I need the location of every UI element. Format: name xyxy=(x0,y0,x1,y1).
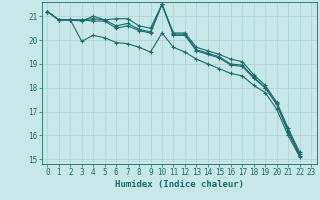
X-axis label: Humidex (Indice chaleur): Humidex (Indice chaleur) xyxy=(115,180,244,189)
